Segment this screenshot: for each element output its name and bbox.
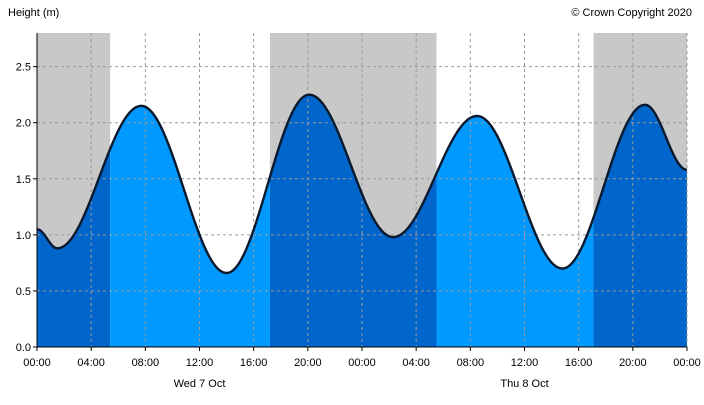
water-day-segment <box>436 115 594 348</box>
x-tick-label: 20:00 <box>294 357 322 369</box>
x-tick-label: 08:00 <box>457 357 485 369</box>
x-tick-label: 12:00 <box>186 357 214 369</box>
water-day-segment <box>110 105 270 348</box>
y-tick-label: 0.5 <box>16 286 31 298</box>
day-labels: Wed 7 Oct Thu 8 Oct <box>174 378 549 390</box>
x-tick-label: 00:00 <box>673 357 701 369</box>
x-tick-label: 04:00 <box>402 357 430 369</box>
y-tick-label: 2.5 <box>16 62 31 74</box>
grid-lines <box>37 33 688 347</box>
water-night-segment <box>593 104 687 347</box>
x-tick-label: 12:00 <box>511 357 539 369</box>
day-label: Wed 7 Oct <box>174 378 226 390</box>
x-tick-label: 16:00 <box>240 357 268 369</box>
y-tick-label: 1.5 <box>16 174 31 186</box>
x-tick-label: 20:00 <box>619 357 647 369</box>
y-tick-label: 1.0 <box>16 230 31 242</box>
y-tick-label: 0.0 <box>16 342 31 354</box>
y-axis-title: Height (m) <box>8 7 59 19</box>
x-tick-label: 16:00 <box>565 357 593 369</box>
tide-curve <box>36 93 688 275</box>
x-tick-label: 08:00 <box>132 357 160 369</box>
day-label: Thu 8 Oct <box>500 378 548 390</box>
x-axis-ticks: 00:00 04:00 08:00 12:00 16:00 20:00 00:00 04:00… <box>23 347 701 369</box>
y-axis-ticks: 0.0 0.5 1.0 1.5 2.0 2.5 <box>16 62 37 354</box>
x-tick-label: 00:00 <box>23 357 51 369</box>
water-night-segment <box>269 94 437 348</box>
x-tick-label: 04:00 <box>77 357 105 369</box>
x-tick-label: 00:00 <box>348 357 376 369</box>
copyright-notice: © Crown Copyright 2020 <box>571 7 692 19</box>
tide-line <box>36 93 688 275</box>
y-tick-label: 2.0 <box>16 118 31 130</box>
